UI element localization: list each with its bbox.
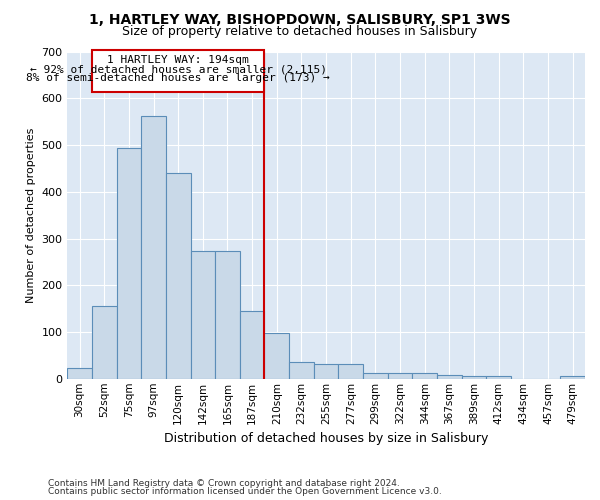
Bar [314,364,338,379]
Text: Size of property relative to detached houses in Salisbury: Size of property relative to detached ho… [122,25,478,38]
Text: 1, HARTLEY WAY, BISHOPDOWN, SALISBURY, SP1 3WS: 1, HARTLEY WAY, BISHOPDOWN, SALISBURY, S… [89,12,511,26]
Bar [412,373,437,379]
Bar [265,334,289,379]
Text: Contains HM Land Registry data © Crown copyright and database right 2024.: Contains HM Land Registry data © Crown c… [48,478,400,488]
Bar [141,116,166,379]
Bar [487,376,511,379]
X-axis label: Distribution of detached houses by size in Salisbury: Distribution of detached houses by size … [164,432,488,445]
Bar [338,364,363,379]
Bar [215,251,240,379]
Bar [240,311,265,379]
Bar [363,373,388,379]
Bar [92,306,116,379]
Text: Contains public sector information licensed under the Open Government Licence v3: Contains public sector information licen… [48,487,442,496]
Text: ← 92% of detached houses are smaller (2,115): ← 92% of detached houses are smaller (2,… [29,64,326,74]
Y-axis label: Number of detached properties: Number of detached properties [26,128,35,303]
Bar [289,362,314,379]
Bar [191,251,215,379]
Bar [67,368,92,379]
Bar [560,376,585,379]
Text: 8% of semi-detached houses are larger (173) →: 8% of semi-detached houses are larger (1… [26,74,330,84]
Text: 1 HARTLEY WAY: 194sqm: 1 HARTLEY WAY: 194sqm [107,55,249,65]
Bar [462,376,487,379]
Bar [166,173,191,379]
Bar [116,148,141,379]
Bar [437,375,462,379]
Bar [92,50,265,92]
Bar [388,373,412,379]
